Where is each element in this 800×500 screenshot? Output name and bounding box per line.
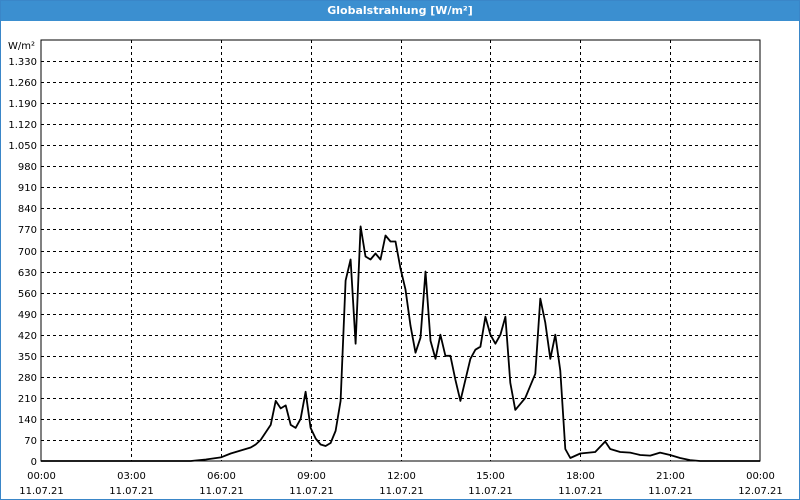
chart-title: Globalstrahlung [W/m²] bbox=[1, 1, 799, 21]
y-tick-label: 490 bbox=[18, 310, 37, 321]
y-tick-label: 1.190 bbox=[8, 99, 37, 110]
x-tick-date: 12.07.21 bbox=[738, 486, 783, 497]
x-tick-time: 00:00 bbox=[746, 471, 775, 482]
y-tick-label: 280 bbox=[18, 373, 37, 384]
x-tick-date: 11.07.21 bbox=[289, 486, 334, 497]
x-tick-date: 11.07.21 bbox=[19, 486, 64, 497]
x-tick-time: 06:00 bbox=[207, 471, 236, 482]
x-tick-time: 03:00 bbox=[117, 471, 146, 482]
x-tick-time: 09:00 bbox=[297, 471, 326, 482]
x-tick-date: 11.07.21 bbox=[468, 486, 513, 497]
y-tick-label: 1.050 bbox=[8, 141, 37, 152]
x-tick-time: 15:00 bbox=[476, 471, 505, 482]
y-tick-label: 1.120 bbox=[8, 120, 37, 131]
y-tick-label: 560 bbox=[18, 289, 37, 300]
y-tick-label: 210 bbox=[18, 394, 37, 405]
y-axis-label: W/m² bbox=[8, 41, 35, 52]
x-tick-date: 11.07.21 bbox=[558, 486, 603, 497]
plot-area bbox=[40, 39, 761, 462]
x-tick-time: 18:00 bbox=[566, 471, 595, 482]
y-tick-label: 630 bbox=[18, 268, 37, 279]
y-tick-label: 140 bbox=[18, 415, 37, 426]
x-tick-date: 11.07.21 bbox=[199, 486, 244, 497]
y-tick-label: 770 bbox=[18, 225, 37, 236]
x-tick-date: 11.07.21 bbox=[648, 486, 693, 497]
y-tick-label: 700 bbox=[18, 247, 37, 258]
x-tick-time: 21:00 bbox=[656, 471, 685, 482]
y-tick-label: 70 bbox=[24, 436, 37, 447]
y-tick-label: 840 bbox=[18, 204, 37, 215]
y-tick-label: 980 bbox=[18, 162, 37, 173]
y-tick-label: 1.260 bbox=[8, 78, 37, 89]
y-tick-label: 420 bbox=[18, 331, 37, 342]
x-tick-date: 11.07.21 bbox=[109, 486, 154, 497]
x-tick-time: 12:00 bbox=[387, 471, 416, 482]
x-tick-time: 00:00 bbox=[27, 471, 56, 482]
x-tick-date: 11.07.21 bbox=[379, 486, 424, 497]
y-tick-label: 910 bbox=[18, 183, 37, 194]
y-tick-label: 1.330 bbox=[8, 57, 37, 68]
series-line bbox=[41, 225, 760, 462]
y-tick-label: 350 bbox=[18, 352, 37, 363]
y-tick-label: 0 bbox=[31, 457, 37, 468]
